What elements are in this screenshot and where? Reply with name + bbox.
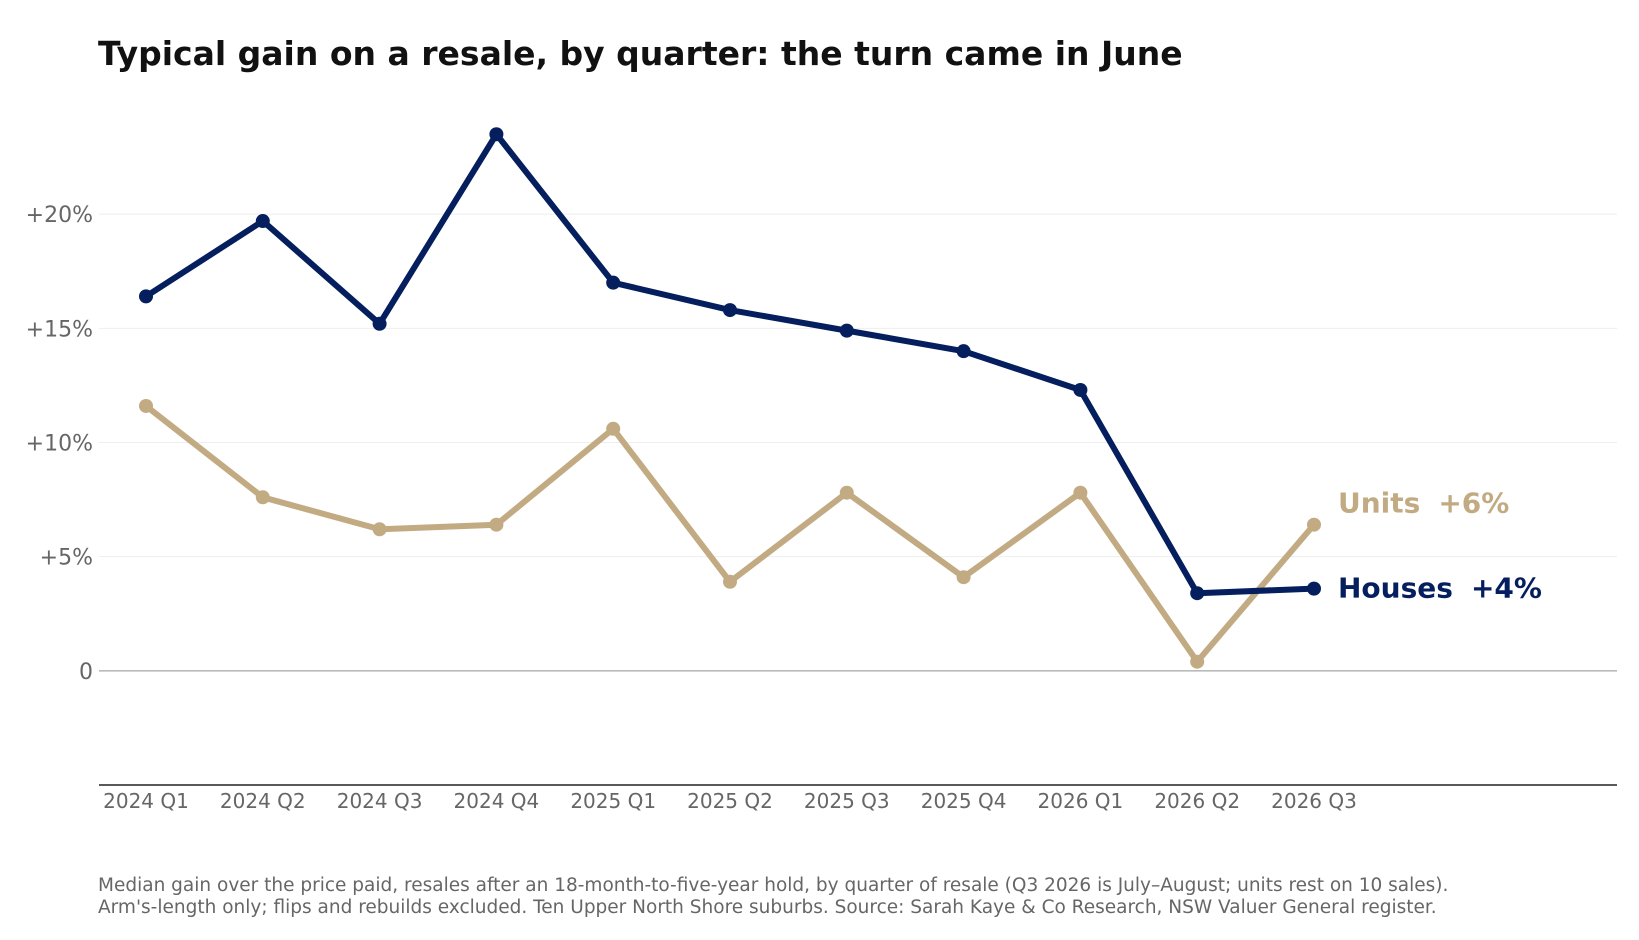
data-point-houses (255, 214, 270, 229)
y-tick-label: +5% (40, 546, 93, 571)
data-point-houses (489, 127, 504, 142)
end-label-value: +4% (1471, 572, 1542, 605)
data-point-units (139, 398, 153, 413)
x-tick-label: 2024 Q2 (220, 789, 306, 813)
data-point-units (1190, 654, 1205, 669)
chart-title: Typical gain on a resale, by quarter: th… (98, 34, 1183, 73)
footnote-line-1: Median gain over the price paid, resales… (98, 875, 1449, 896)
data-point-units (489, 517, 504, 532)
data-point-units (255, 490, 270, 505)
end-label-value: +6% (1438, 487, 1509, 520)
y-tick-label: 0 (79, 660, 93, 685)
x-tick-label: 2026 Q1 (1038, 789, 1124, 813)
x-tick-label: 2024 Q3 (337, 789, 423, 813)
x-tick-label: 2025 Q4 (921, 789, 1007, 813)
data-point-units (723, 574, 737, 589)
data-point-houses (139, 289, 153, 304)
series-houses (139, 127, 1321, 601)
data-point-houses (956, 344, 971, 359)
x-tick-label: 2024 Q4 (454, 789, 540, 813)
series-line-houses (143, 131, 1317, 597)
footnote-line-2: Arm's-length only; flips and rebuilds ex… (98, 897, 1437, 918)
data-point-units (372, 522, 387, 537)
x-tick-label: 2024 Q1 (103, 789, 189, 813)
series-end-labels: Houses +4% Units +6% (1338, 487, 1542, 605)
data-point-houses (1190, 586, 1205, 601)
end-label-name: Units (1338, 487, 1420, 520)
data-point-houses (723, 303, 737, 318)
x-tick-label: 2025 Q2 (687, 789, 773, 813)
x-tick-label: 2025 Q1 (570, 789, 656, 813)
gridlines (99, 213, 1617, 672)
series-units (139, 398, 1321, 669)
series-lines (139, 127, 1321, 669)
end-label-units: Units +6% (1338, 487, 1509, 520)
data-point-units (956, 570, 971, 585)
data-point-units (839, 485, 854, 500)
y-axis-ticks: 0 +5% +10% +15% +20% (26, 203, 93, 685)
data-point-units (606, 421, 621, 436)
y-tick-label: +20% (26, 203, 93, 228)
data-point-units (1073, 485, 1088, 500)
series-line-units (143, 402, 1317, 665)
x-tick-label: 2025 Q3 (804, 789, 890, 813)
y-tick-label: +10% (26, 432, 93, 457)
end-label-name: Houses (1338, 572, 1453, 605)
data-point-houses (839, 323, 854, 338)
data-point-houses (1307, 581, 1321, 596)
x-tick-label: 2026 Q2 (1154, 789, 1240, 813)
data-point-houses (606, 275, 621, 290)
data-point-units (1307, 517, 1321, 532)
y-tick-label: +15% (26, 317, 93, 342)
end-label-houses: Houses +4% (1338, 572, 1542, 605)
data-point-houses (1073, 382, 1088, 397)
data-point-houses (372, 316, 387, 331)
footnote: Median gain over the price paid, resales… (98, 875, 1448, 919)
x-tick-label: 2026 Q3 (1271, 789, 1357, 813)
x-axis-ticks: 2024 Q1 2024 Q2 2024 Q3 2024 Q4 2025 Q1 2025 … (99, 784, 1617, 813)
